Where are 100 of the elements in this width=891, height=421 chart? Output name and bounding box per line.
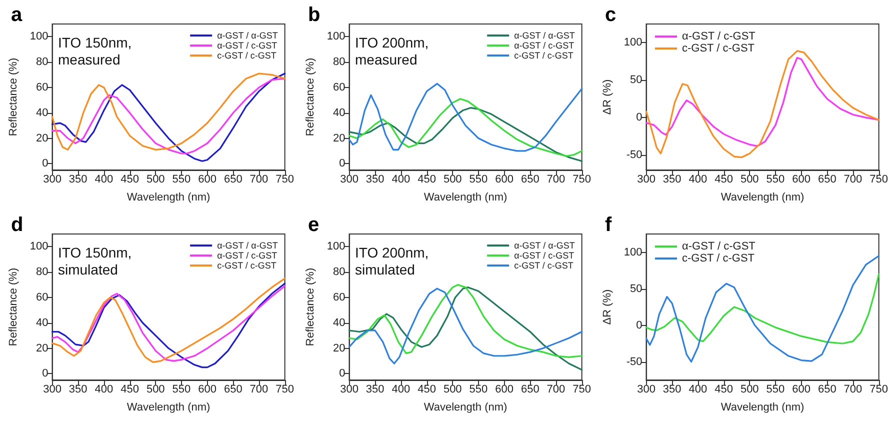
y-tick-label: 40 bbox=[333, 106, 346, 119]
legend-label: α-GST / c-GST bbox=[514, 40, 575, 50]
legend-label: c-GST / c-GST bbox=[514, 50, 574, 60]
x-tick-label: 700 bbox=[250, 174, 268, 186]
chart-title: d bbox=[11, 214, 24, 236]
x-axis-title: Wavelength (nm) bbox=[720, 192, 804, 204]
chart-title: a bbox=[11, 4, 23, 26]
y-tick-label: 100 bbox=[326, 30, 346, 43]
x-tick-label: 700 bbox=[546, 384, 566, 396]
legend-label: α-GST / α-GST bbox=[217, 240, 278, 250]
x-tick-label: 450 bbox=[714, 174, 733, 186]
y-tick-label: 0 bbox=[636, 319, 642, 332]
x-tick-label: 500 bbox=[146, 384, 165, 396]
x-tick-label: 700 bbox=[844, 384, 862, 396]
y-tick-label: 0 bbox=[42, 158, 48, 170]
y-tick-label: 40 bbox=[333, 316, 346, 329]
y-tick-label: 20 bbox=[333, 342, 346, 354]
x-tick-label: 450 bbox=[120, 174, 139, 186]
y-tick-label: 60 bbox=[36, 81, 48, 94]
legend-label: c-GST / c-GST bbox=[682, 252, 755, 264]
y-tick-label: 60 bbox=[333, 81, 346, 94]
y-tick-label: -50 bbox=[626, 149, 642, 162]
x-tick-label: 400 bbox=[688, 384, 708, 396]
legend-label: α-GST / c-GST bbox=[682, 30, 756, 42]
x-tick-label: 500 bbox=[146, 174, 165, 186]
x-axis-title: Wavelength (nm) bbox=[126, 402, 210, 414]
x-tick-label: 750 bbox=[870, 174, 888, 186]
x-axis-title: Wavelength (nm) bbox=[424, 192, 508, 204]
x-tick-label: 450 bbox=[418, 174, 436, 186]
y-tick-label: 20 bbox=[36, 342, 48, 354]
x-tick-label: 350 bbox=[662, 384, 682, 396]
x-tick-label: 650 bbox=[224, 384, 242, 396]
x-tick-label: 450 bbox=[418, 384, 436, 396]
x-tick-label: 550 bbox=[469, 174, 488, 186]
x-tick-label: 500 bbox=[740, 174, 759, 186]
x-tick-label: 550 bbox=[172, 384, 191, 396]
y-tick-label: 60 bbox=[333, 291, 346, 304]
x-tick-label: 500 bbox=[443, 384, 462, 396]
x-tick-label: 700 bbox=[250, 384, 268, 396]
legend-label: α-GST / c-GST bbox=[217, 40, 278, 50]
y-tick-label: 40 bbox=[36, 316, 48, 329]
x-tick-label: 300 bbox=[637, 174, 656, 186]
x-tick-label: 350 bbox=[662, 174, 682, 186]
x-tick-label: 300 bbox=[43, 384, 62, 396]
x-tick-label: 600 bbox=[792, 384, 810, 396]
x-tick-label: 300 bbox=[637, 384, 656, 396]
x-axis-title: Wavelength (nm) bbox=[720, 402, 804, 414]
y-tick-label: 60 bbox=[36, 291, 48, 304]
x-tick-label: 350 bbox=[68, 384, 88, 396]
x-tick-label: 400 bbox=[688, 174, 708, 186]
x-tick-label: 700 bbox=[546, 174, 566, 186]
legend-label: α-GST / c-GST bbox=[514, 250, 575, 260]
x-tick-label: 550 bbox=[766, 174, 785, 186]
chart-title: b bbox=[308, 4, 320, 26]
y-tick-label: 50 bbox=[630, 74, 642, 86]
x-tick-label: 650 bbox=[520, 174, 540, 186]
x-tick-label: 750 bbox=[276, 174, 294, 186]
x-tick-label: 450 bbox=[120, 384, 139, 396]
x-tick-label: 400 bbox=[94, 384, 114, 396]
y-tick-label: 100 bbox=[30, 240, 48, 253]
x-tick-label: 650 bbox=[224, 174, 242, 186]
line-series bbox=[645, 56, 880, 147]
chart-title: c bbox=[605, 4, 616, 26]
legend-label: c-GST / c-GST bbox=[682, 42, 755, 54]
y-tick-label: 80 bbox=[333, 56, 346, 68]
x-tick-label: 600 bbox=[198, 384, 216, 396]
y-axis-title: Reflectance (%) bbox=[304, 58, 316, 136]
x-tick-label: 750 bbox=[870, 384, 888, 396]
x-tick-label: 650 bbox=[520, 384, 540, 396]
x-axis-title: Wavelength (nm) bbox=[126, 192, 210, 204]
x-tick-label: 350 bbox=[366, 384, 384, 396]
y-axis-title: Reflectance (%) bbox=[304, 268, 316, 346]
line-series bbox=[348, 98, 583, 157]
annotation: ITO 200nm, measured bbox=[355, 34, 429, 68]
y-tick-label: 20 bbox=[36, 132, 48, 144]
line-series bbox=[348, 82, 583, 152]
annotation: ITO 150nm, measured bbox=[58, 34, 132, 68]
legend-label: α-GST / c-GST bbox=[217, 250, 278, 260]
line-series bbox=[645, 50, 880, 158]
x-tick-label: 700 bbox=[844, 174, 862, 186]
x-tick-label: 400 bbox=[392, 174, 410, 186]
line-series bbox=[645, 273, 880, 344]
y-tick-label: 0 bbox=[339, 368, 346, 380]
y-tick-label: -50 bbox=[626, 356, 642, 368]
chart-title: f bbox=[605, 214, 612, 236]
x-tick-label: 600 bbox=[198, 174, 216, 186]
annotation: ITO 200nm, simulated bbox=[355, 244, 429, 278]
x-tick-label: 750 bbox=[572, 384, 592, 396]
x-tick-label: 600 bbox=[495, 174, 514, 186]
y-tick-label: 100 bbox=[326, 240, 346, 253]
legend-label: α-GST / α-GST bbox=[514, 240, 576, 250]
y-tick-label: 100 bbox=[624, 246, 642, 258]
y-tick-label: 0 bbox=[339, 158, 346, 170]
y-axis-title: ΔR (%) bbox=[602, 289, 614, 325]
y-tick-label: 20 bbox=[333, 132, 346, 144]
x-tick-label: 750 bbox=[572, 174, 592, 186]
legend-label: c-GST / c-GST bbox=[514, 260, 574, 270]
x-tick-label: 400 bbox=[392, 384, 410, 396]
x-tick-label: 550 bbox=[172, 174, 191, 186]
x-tick-label: 450 bbox=[714, 384, 733, 396]
